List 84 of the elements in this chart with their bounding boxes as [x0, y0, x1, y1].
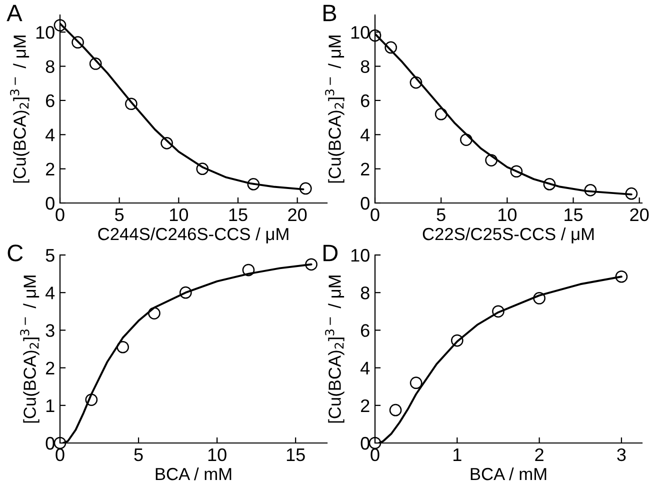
point — [89, 58, 102, 70]
chart-title: C — [8, 244, 23, 262]
chart-title: A — [6, 4, 22, 22]
point — [85, 394, 98, 406]
point — [485, 154, 498, 166]
x-tick-label: 10 — [170, 208, 188, 222]
y-tick-label: 8 — [360, 286, 370, 300]
y-tick-label: 2 — [46, 362, 54, 374]
y-tick-label: 10 — [351, 26, 370, 39]
point — [54, 19, 66, 32]
y-tick-label: 4 — [360, 362, 370, 374]
x-tick-label: 15 — [564, 208, 583, 222]
point — [299, 182, 312, 195]
point — [410, 376, 422, 390]
point — [160, 137, 173, 150]
x-axis-title: BCA / mM — [156, 467, 232, 480]
x-tick-label: 3 — [617, 448, 626, 462]
point — [72, 36, 84, 49]
y-tick-label: 1 — [46, 400, 54, 412]
y-tick-label: 0 — [360, 196, 370, 210]
y-axis-title: [Cu(BCA)$_{2}$]$^{3−}$ / μM — [325, 276, 344, 423]
chart-title: B — [324, 4, 336, 22]
point — [125, 98, 138, 110]
y-axis-title: [Cu(BCA)$_{2}$]$^{3−}$ / μM — [20, 276, 40, 423]
x-axis-title: C244S/C246S-CCS / μM — [98, 227, 288, 244]
y-tick-label: 0 — [46, 436, 54, 450]
x-tick-label: 10 — [208, 448, 226, 462]
y-tick-label: 8 — [360, 60, 370, 73]
x-axis-title: BCA / mM — [470, 467, 546, 480]
point — [543, 178, 556, 190]
y-tick-label: 2 — [361, 162, 370, 176]
y-tick-label: 3 — [46, 324, 54, 337]
y-tick-label: 10 — [36, 26, 54, 39]
x-tick-label: 20 — [630, 208, 649, 222]
point — [625, 187, 638, 200]
point — [460, 134, 472, 146]
point — [434, 108, 448, 120]
y-tick-label: 6 — [361, 94, 370, 108]
y-tick-label: 6 — [46, 94, 54, 108]
point — [615, 270, 628, 283]
x-axis-title: C22S/C25S-CCS / μM — [422, 227, 594, 244]
y-axis-title: [Cu(BCA)$_{2}$]$^{3−}$ / μM — [10, 36, 30, 183]
point — [510, 165, 523, 178]
y-tick-label: 0 — [360, 436, 370, 450]
point — [305, 258, 318, 271]
x-tick-label: 1 — [454, 448, 462, 461]
x-tick-label: 20 — [288, 208, 307, 222]
x-tick-label: 10 — [498, 208, 517, 222]
y-tick-label: 2 — [361, 399, 370, 412]
point — [584, 184, 597, 196]
y-tick-label: 6 — [361, 324, 370, 337]
x-tick-label: 0 — [370, 208, 380, 222]
y-axis-title: [Cu(BCA)$_{2}$]$^{3−}$ / μM — [325, 36, 344, 183]
point — [450, 334, 464, 347]
chart-title: D — [324, 244, 338, 262]
point — [533, 292, 546, 304]
point — [368, 29, 382, 42]
y-tick-label: 8 — [46, 60, 54, 73]
y-tick-label: 4 — [360, 128, 370, 142]
y-tick-label: 0 — [46, 196, 54, 210]
point — [389, 404, 402, 416]
y-tick-label: 4 — [46, 286, 55, 300]
x-tick-label: 0 — [56, 448, 64, 462]
point — [242, 264, 255, 276]
x-tick-label: 2 — [535, 448, 544, 461]
point — [116, 340, 130, 354]
y-tick-label: 10 — [351, 248, 370, 262]
x-tick-label: 5 — [436, 208, 446, 222]
x-tick-label: 5 — [134, 448, 143, 462]
point — [196, 162, 209, 175]
x-tick-label: 0 — [56, 208, 64, 222]
point — [247, 178, 260, 190]
x-tick-label: 15 — [229, 208, 248, 222]
y-tick-label: 5 — [46, 249, 54, 262]
x-tick-label: 5 — [115, 208, 124, 222]
point — [179, 286, 192, 299]
point — [410, 76, 422, 89]
y-tick-label: 2 — [46, 162, 54, 176]
point — [148, 307, 160, 320]
y-tick-label: 4 — [46, 128, 55, 142]
x-tick-label: 0 — [370, 448, 380, 462]
point — [384, 41, 398, 54]
point — [492, 305, 504, 318]
x-tick-label: 15 — [286, 448, 305, 462]
